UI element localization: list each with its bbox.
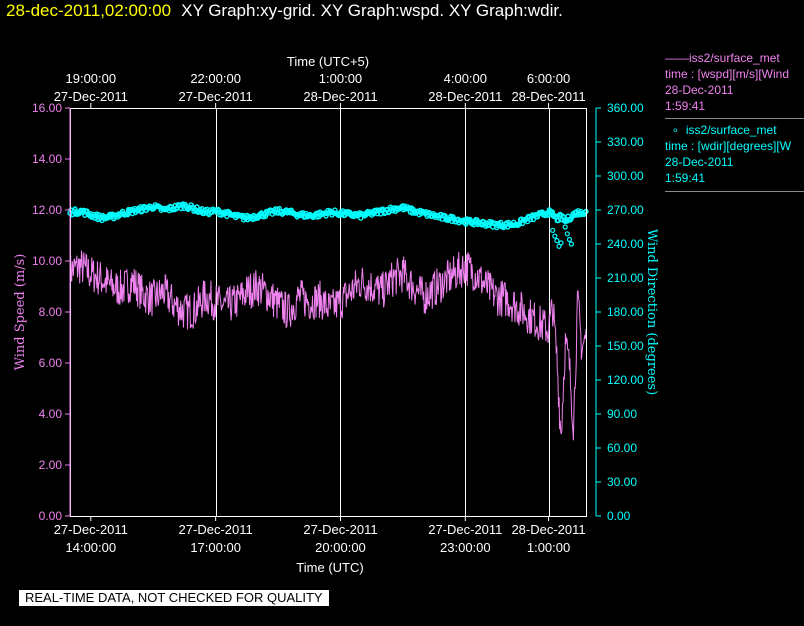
top-tick-time-3: 4:00:00 xyxy=(444,71,487,86)
right-axis-label: Wind Direction (degrees) xyxy=(644,229,659,395)
wind-direction-point xyxy=(534,214,541,220)
right-tick-label-3: 90.00 xyxy=(607,407,637,421)
left-tick-label-2: 4.00 xyxy=(39,407,63,421)
wind-direction-point xyxy=(323,213,329,219)
legend-wdir-date: 28-Dec-2011 xyxy=(665,155,734,169)
wind-direction-point xyxy=(568,216,574,222)
top-tick-date-3: 28-Dec-2011 xyxy=(428,89,502,104)
right-tick-label-2: 60.00 xyxy=(607,441,637,455)
bottom-tick-time-1: 17:00:00 xyxy=(190,540,241,555)
top-tick-date-2: 28-Dec-2011 xyxy=(303,89,377,104)
right-tick-label-10: 300.00 xyxy=(607,169,644,183)
title-graphs: XY Graph:xy-grid. XY Graph:wspd. XY Grap… xyxy=(181,1,563,20)
legend-bottom-rule xyxy=(665,191,804,192)
quality-notice: REAL-TIME DATA, NOT CHECKED FOR QUALITY xyxy=(19,590,329,606)
legend-wspd-expr: time : [wspd][m/s][Wind xyxy=(665,67,790,81)
left-axis: 0.00 2.00 4.00 6.00 8.00 10.00 12.00 14.00 16.00 xyxy=(32,101,71,523)
title-time: 28-dec-2011,02:00:00 xyxy=(6,1,172,20)
wind-direction-outlier xyxy=(550,227,556,233)
top-tick-date-1: 27-Dec-2011 xyxy=(179,89,253,104)
wind-direction-outlier xyxy=(558,240,564,246)
wind-direction-point xyxy=(194,204,200,210)
left-tick-label-6: 12.00 xyxy=(32,203,62,217)
right-tick-label-6: 180.00 xyxy=(607,305,644,319)
right-tick-label-9: 270.00 xyxy=(607,203,644,217)
wind-speed-line xyxy=(69,250,587,441)
left-tick-label-7: 14.00 xyxy=(32,152,62,166)
right-tick-label-12: 360.00 xyxy=(607,101,644,115)
legend-wspd: ——iss2/surface_met time : [wspd][m/s][Wi… xyxy=(665,50,804,114)
bottom-tick-date-3: 27-Dec-2011 xyxy=(428,522,502,537)
top-axis-label: Time (UTC+5) xyxy=(287,54,369,69)
right-tick-label-0: 0.00 xyxy=(607,509,631,523)
legend-wdir-name: iss2/surface_met xyxy=(685,123,777,137)
top-tick-time-4: 6:00:00 xyxy=(527,71,570,86)
wind-direction-outlier xyxy=(554,238,560,244)
wind-direction-outlier xyxy=(562,224,568,230)
bottom-tick-date-0: 27-Dec-2011 xyxy=(54,522,128,537)
bottom-tick-date-2: 27-Dec-2011 xyxy=(303,522,377,537)
wind-direction-point xyxy=(124,211,131,218)
legend-wdir-marker: ∘ xyxy=(671,123,680,137)
top-axis: 19:00:00 27-Dec-2011 22:00:00 27-Dec-2011 1:… xyxy=(54,71,586,108)
right-tick-label-11: 330.00 xyxy=(607,135,644,149)
wind-direction-outlier xyxy=(568,241,575,247)
bottom-axis-label: Time (UTC) xyxy=(296,560,363,575)
bottom-tick-time-2: 20:00:00 xyxy=(315,540,366,555)
left-tick-label-3: 6.00 xyxy=(39,356,63,370)
legend-wdir: ∘ iss2/surface_met time : [wdir][degrees… xyxy=(665,122,804,186)
bottom-tick-time-0: 14:00:00 xyxy=(66,540,117,555)
right-tick-label-8: 240.00 xyxy=(607,237,644,251)
right-tick-label-5: 150.00 xyxy=(607,339,644,353)
bottom-tick-time-3: 23:00:00 xyxy=(440,540,491,555)
legend-wdir-expr: time : [wdir][degrees][W xyxy=(665,139,792,153)
right-tick-label-7: 210.00 xyxy=(607,271,644,285)
wind-direction-point xyxy=(262,213,269,220)
left-tick-label-5: 10.00 xyxy=(32,254,62,268)
wind-direction-point xyxy=(187,204,193,211)
wind-direction-point xyxy=(340,208,346,214)
left-axis-label: Wind Speed (m/s) xyxy=(13,254,28,371)
legend-wspd-marker: —— xyxy=(665,51,689,65)
left-tick-label-8: 16.00 xyxy=(32,101,62,115)
bottom-tick-date-1: 27-Dec-2011 xyxy=(179,522,253,537)
wind-direction-outlier xyxy=(564,231,570,237)
legend-divider xyxy=(665,118,804,119)
left-tick-label-1: 2.00 xyxy=(39,458,63,472)
top-tick-date-0: 27-Dec-2011 xyxy=(54,89,128,104)
series-wind-direction xyxy=(67,201,589,249)
top-tick-time-1: 22:00:00 xyxy=(190,71,241,86)
bottom-tick-date-4: 28-Dec-2011 xyxy=(511,522,585,537)
legend-wdir-time: 1:59:41 xyxy=(665,171,706,185)
legend-wspd-name: iss2/surface_met xyxy=(689,51,780,65)
wind-direction-outlier xyxy=(552,233,558,239)
right-tick-label-1: 30.00 xyxy=(607,475,637,489)
right-axis: 0.00 30.00 60.00 90.00 120.00 150.00 180.00 210… xyxy=(595,101,644,523)
title-bar: 28-dec-2011,02:00:00 XY Graph:xy-grid. XY… xyxy=(6,1,563,21)
right-tick-label-4: 120.00 xyxy=(607,373,644,387)
top-tick-date-4: 28-Dec-2011 xyxy=(511,89,585,104)
bottom-tick-time-4: 1:00:00 xyxy=(527,540,570,555)
series-wind-speed xyxy=(69,250,587,441)
bottom-axis: 27-Dec-2011 14:00:00 27-Dec-2011 17:00:00 27… xyxy=(54,516,586,555)
legend-wspd-time: 1:59:41 xyxy=(665,99,706,113)
wind-direction-outlier xyxy=(566,236,573,243)
top-tick-time-2: 1:00:00 xyxy=(319,71,362,86)
left-tick-label-0: 0.00 xyxy=(39,509,63,523)
wind-direction-point xyxy=(463,221,469,227)
top-tick-time-0: 19:00:00 xyxy=(66,71,117,86)
legend-wspd-date: 28-Dec-2011 xyxy=(665,83,734,97)
left-tick-label-4: 8.00 xyxy=(39,305,63,319)
